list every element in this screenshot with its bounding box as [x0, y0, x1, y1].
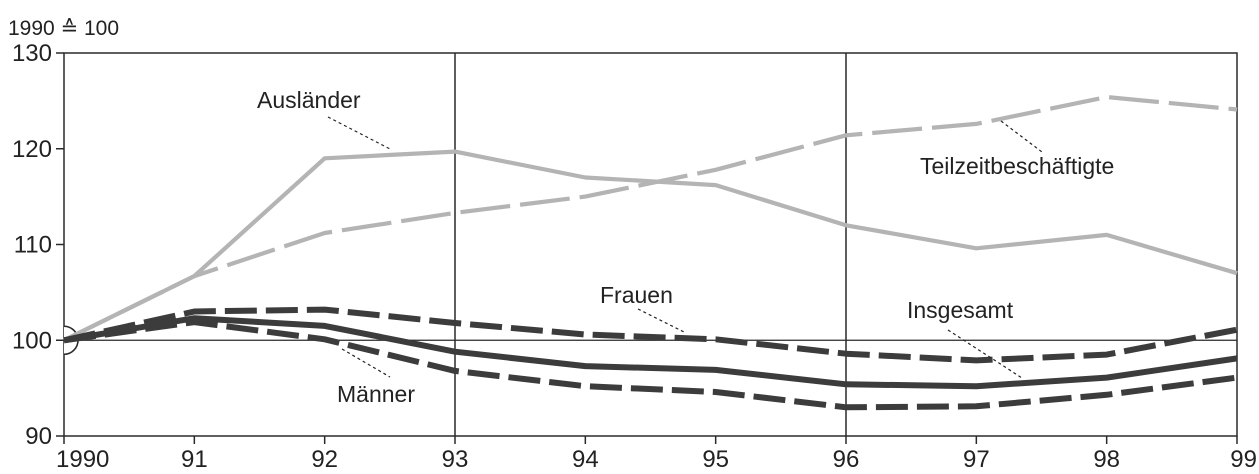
y-tick-label: 100: [12, 327, 52, 354]
series-label: Insgesamt: [907, 297, 1014, 323]
axis-layer: 90 100 110 120 130 1990 91 92 93 94 95 96 97 98 99: [12, 40, 1257, 473]
x-tick-label: 94: [572, 446, 599, 473]
series-line-männer: [63, 319, 1238, 411]
x-tick-label: 95: [702, 446, 729, 473]
x-tick-label: 91: [181, 446, 208, 473]
series-line-insgesamt: [63, 315, 1238, 390]
x-tick-label: 97: [963, 446, 990, 473]
series-line-frauen: [63, 306, 1238, 364]
y-tick-label: 90: [25, 423, 52, 450]
leader-line: [1000, 120, 1043, 153]
unit-label: 1990 ≙ 100: [8, 17, 119, 40]
leader-line: [947, 329, 1023, 379]
x-tick-label: 1990: [56, 446, 109, 473]
leader-line: [327, 116, 393, 151]
x-tick-label: 98: [1093, 446, 1120, 473]
series-label: Ausländer: [257, 87, 361, 113]
x-tick-label: 99: [1230, 446, 1257, 473]
series-label: Teilzeitbeschäftigte: [920, 153, 1114, 179]
series-layer: [63, 94, 1238, 411]
series-label: Frauen: [600, 282, 673, 308]
y-tick-label: 120: [12, 136, 52, 163]
x-tick-label: 93: [442, 446, 469, 473]
x-tick-label: 92: [311, 446, 338, 473]
y-tick-label: 130: [12, 40, 52, 67]
series-line-teilzeitbeschäftigte: [63, 94, 1238, 343]
label-layer: Ausländer Teilzeitbeschäftigte Frauen Insge…: [257, 87, 1114, 407]
leader-line: [637, 308, 685, 333]
y-tick-label: 110: [14, 232, 52, 259]
series-label: Männer: [337, 381, 415, 407]
leader-line: [341, 348, 391, 378]
x-tick-label: 96: [833, 446, 860, 473]
